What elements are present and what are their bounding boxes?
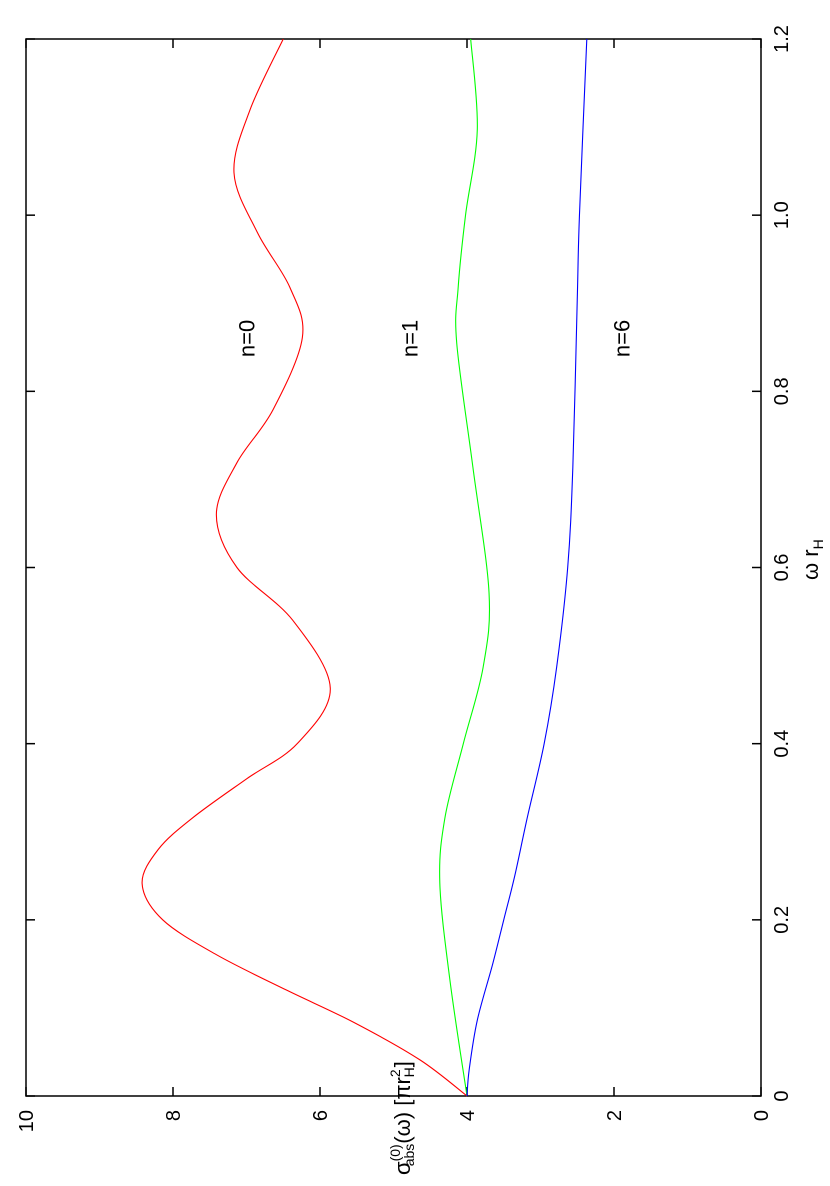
- y-tick-label: 2: [604, 1110, 626, 1121]
- y-tick-label: 4: [457, 1110, 479, 1121]
- x-tick-label: 0.2: [771, 906, 793, 934]
- curve-label: n=6: [609, 320, 634, 357]
- y-tick-label: 6: [310, 1110, 332, 1121]
- x-tick-label: 0.8: [771, 377, 793, 405]
- x-axis-label: ω rH: [798, 539, 826, 580]
- ticks: 0 0.2 0.4 0.6 0.8 1.0 1.2 0 2 4 6 8 10: [16, 25, 793, 1132]
- y-tick-label: 8: [163, 1110, 185, 1121]
- curve-label: n=0: [235, 320, 260, 357]
- y-axis-label: σ(0)abs(ω) [πr2H]: [387, 1061, 417, 1175]
- plot-frame: [25, 38, 762, 1097]
- curve-label: n=1: [398, 320, 423, 357]
- series-line-n-6: [466, 38, 588, 1097]
- series-line-n-1: [439, 38, 491, 1097]
- curves: [141, 38, 588, 1097]
- x-tick-label: 0: [771, 1090, 793, 1101]
- x-tick-label: 1.0: [771, 201, 793, 229]
- series-line-n-0: [141, 38, 468, 1097]
- y-tick-label: 10: [16, 1110, 38, 1132]
- x-tick-label: 1.2: [771, 25, 793, 53]
- x-tick-label: 0.6: [771, 554, 793, 582]
- curve-labels: n=0 n=1 n=6: [235, 320, 635, 357]
- y-tick-label: 0: [751, 1110, 773, 1121]
- x-tick-label: 0.4: [771, 730, 793, 758]
